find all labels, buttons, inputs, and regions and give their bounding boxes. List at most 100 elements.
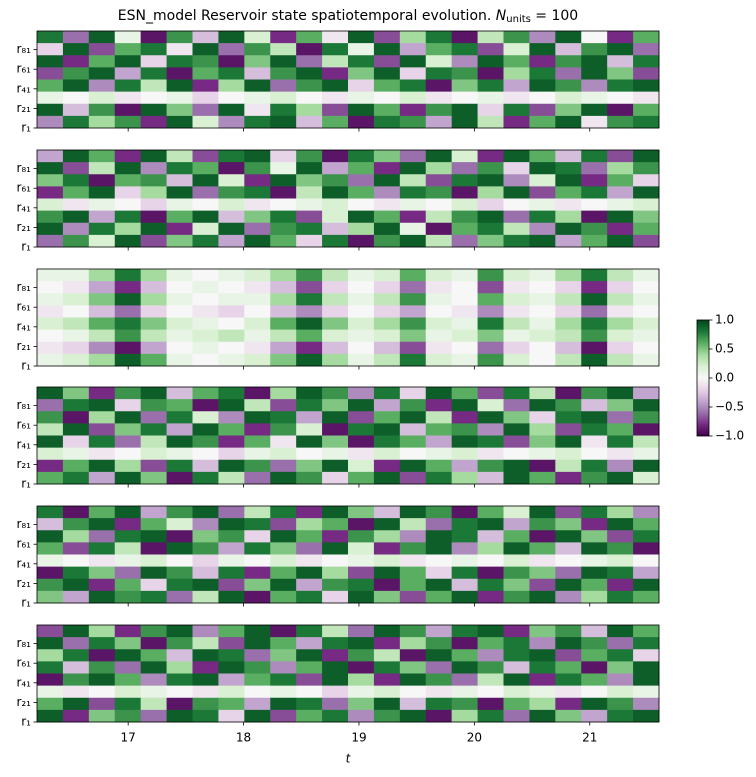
heatmap-cell [140, 411, 167, 424]
heatmap-cell [399, 566, 427, 580]
heatmap-cell [140, 471, 167, 485]
heatmap-cell [88, 411, 116, 424]
heatmap-cell [633, 305, 660, 318]
heatmap-cell [192, 506, 219, 519]
heatmap-cell [581, 186, 608, 199]
heatmap-cell [62, 590, 90, 604]
heatmap-cell [581, 234, 608, 248]
heatmap-cell [270, 341, 297, 355]
heatmap-cell [399, 399, 427, 412]
heatmap-cell [373, 709, 401, 723]
heatmap-cell [296, 162, 323, 175]
heatmap-cell [166, 709, 193, 723]
heatmap-cell [451, 578, 478, 592]
heatmap-cell [88, 530, 116, 543]
heatmap-cell [296, 222, 323, 236]
heatmap-cell [503, 103, 530, 117]
heatmap-cell [633, 435, 660, 449]
heatmap-cell [373, 685, 401, 699]
heatmap-cell [270, 590, 297, 604]
heatmap-cell [581, 269, 608, 282]
heatmap-cell [192, 637, 219, 650]
heatmap-cell [503, 269, 530, 282]
heatmap-cell [581, 590, 608, 604]
heatmap-cell [296, 55, 323, 68]
y-tick-label: r₁ [21, 715, 31, 729]
heatmap-cell [244, 210, 271, 224]
heatmap-cell [322, 281, 349, 294]
heatmap-cell [296, 305, 323, 318]
heatmap-cell [88, 637, 116, 650]
heatmap-cell [270, 329, 297, 343]
heatmap-cell [373, 625, 401, 638]
y-tick-label: r₄₁ [16, 437, 31, 451]
heatmap-cell [529, 435, 556, 449]
heatmap-cell [399, 293, 427, 306]
heatmap-cell [114, 293, 142, 306]
heatmap-cell [322, 103, 349, 117]
y-tick-label: r₄₁ [16, 200, 31, 214]
colorbar-tick-label: 0.0 [715, 371, 734, 385]
heatmap-cell [62, 79, 90, 93]
heatmap-cell [555, 673, 582, 687]
heatmap-cell [607, 399, 634, 412]
heatmap-cell [348, 234, 375, 248]
heatmap-cell [373, 518, 401, 531]
heatmap-cell [270, 459, 297, 473]
heatmap-cell [399, 411, 427, 424]
heatmap-cell [425, 387, 453, 400]
heatmap-cell [37, 91, 64, 105]
heatmap-cell [270, 31, 297, 44]
heatmap-cell [62, 447, 90, 461]
heatmap-cell [555, 341, 582, 355]
heatmap-cell [477, 281, 504, 294]
heatmap-cell [218, 518, 245, 531]
heatmap-cell [633, 590, 660, 604]
colorbar-tick-label: −1.0 [715, 429, 744, 443]
heatmap-cell [88, 115, 116, 129]
heatmap-cell [555, 471, 582, 485]
heatmap-cell [633, 459, 660, 473]
heatmap-cell [166, 578, 193, 592]
y-tick-label: r₂₁ [16, 457, 31, 471]
heatmap-cell [503, 281, 530, 294]
heatmap-cell [296, 31, 323, 44]
heatmap-cell [244, 317, 271, 331]
heatmap-cell [581, 423, 608, 436]
heatmap-cell [503, 459, 530, 473]
heatmap-cell [37, 661, 64, 674]
heatmap-cell [88, 387, 116, 400]
heatmap-cell [529, 103, 556, 117]
heatmap-cell [555, 554, 582, 568]
heatmap-cell [270, 281, 297, 294]
heatmap-cell [140, 554, 167, 568]
heatmap-cell [218, 281, 245, 294]
heatmap-cell [555, 91, 582, 105]
heatmap-cell [62, 67, 90, 80]
heatmap-cell [244, 387, 271, 400]
axes-frame [36, 505, 660, 604]
heatmap-cell [607, 329, 634, 343]
heatmap-cell [140, 447, 167, 461]
heatmap-cell [37, 67, 64, 80]
heatmap-cell [218, 637, 245, 650]
y-tick-label: r₈₁ [16, 280, 31, 294]
heatmap-cell [166, 530, 193, 543]
heatmap-cell [451, 411, 478, 424]
heatmap-cell [88, 566, 116, 580]
heatmap-cell [270, 554, 297, 568]
heatmap-cell [607, 554, 634, 568]
heatmap-cell [555, 234, 582, 248]
heatmap-cell [114, 542, 142, 555]
heatmap-cell [62, 281, 90, 294]
heatmap-cell [192, 435, 219, 449]
heatmap-cell [88, 685, 116, 699]
heatmap-cell [477, 554, 504, 568]
heatmap-cell [166, 115, 193, 129]
y-tick-label: r₁ [21, 477, 31, 491]
heatmap-cell [555, 459, 582, 473]
heatmap-cell [37, 150, 64, 163]
heatmap-cell [166, 518, 193, 531]
heatmap-cell [296, 186, 323, 199]
heatmap-cell [348, 530, 375, 543]
